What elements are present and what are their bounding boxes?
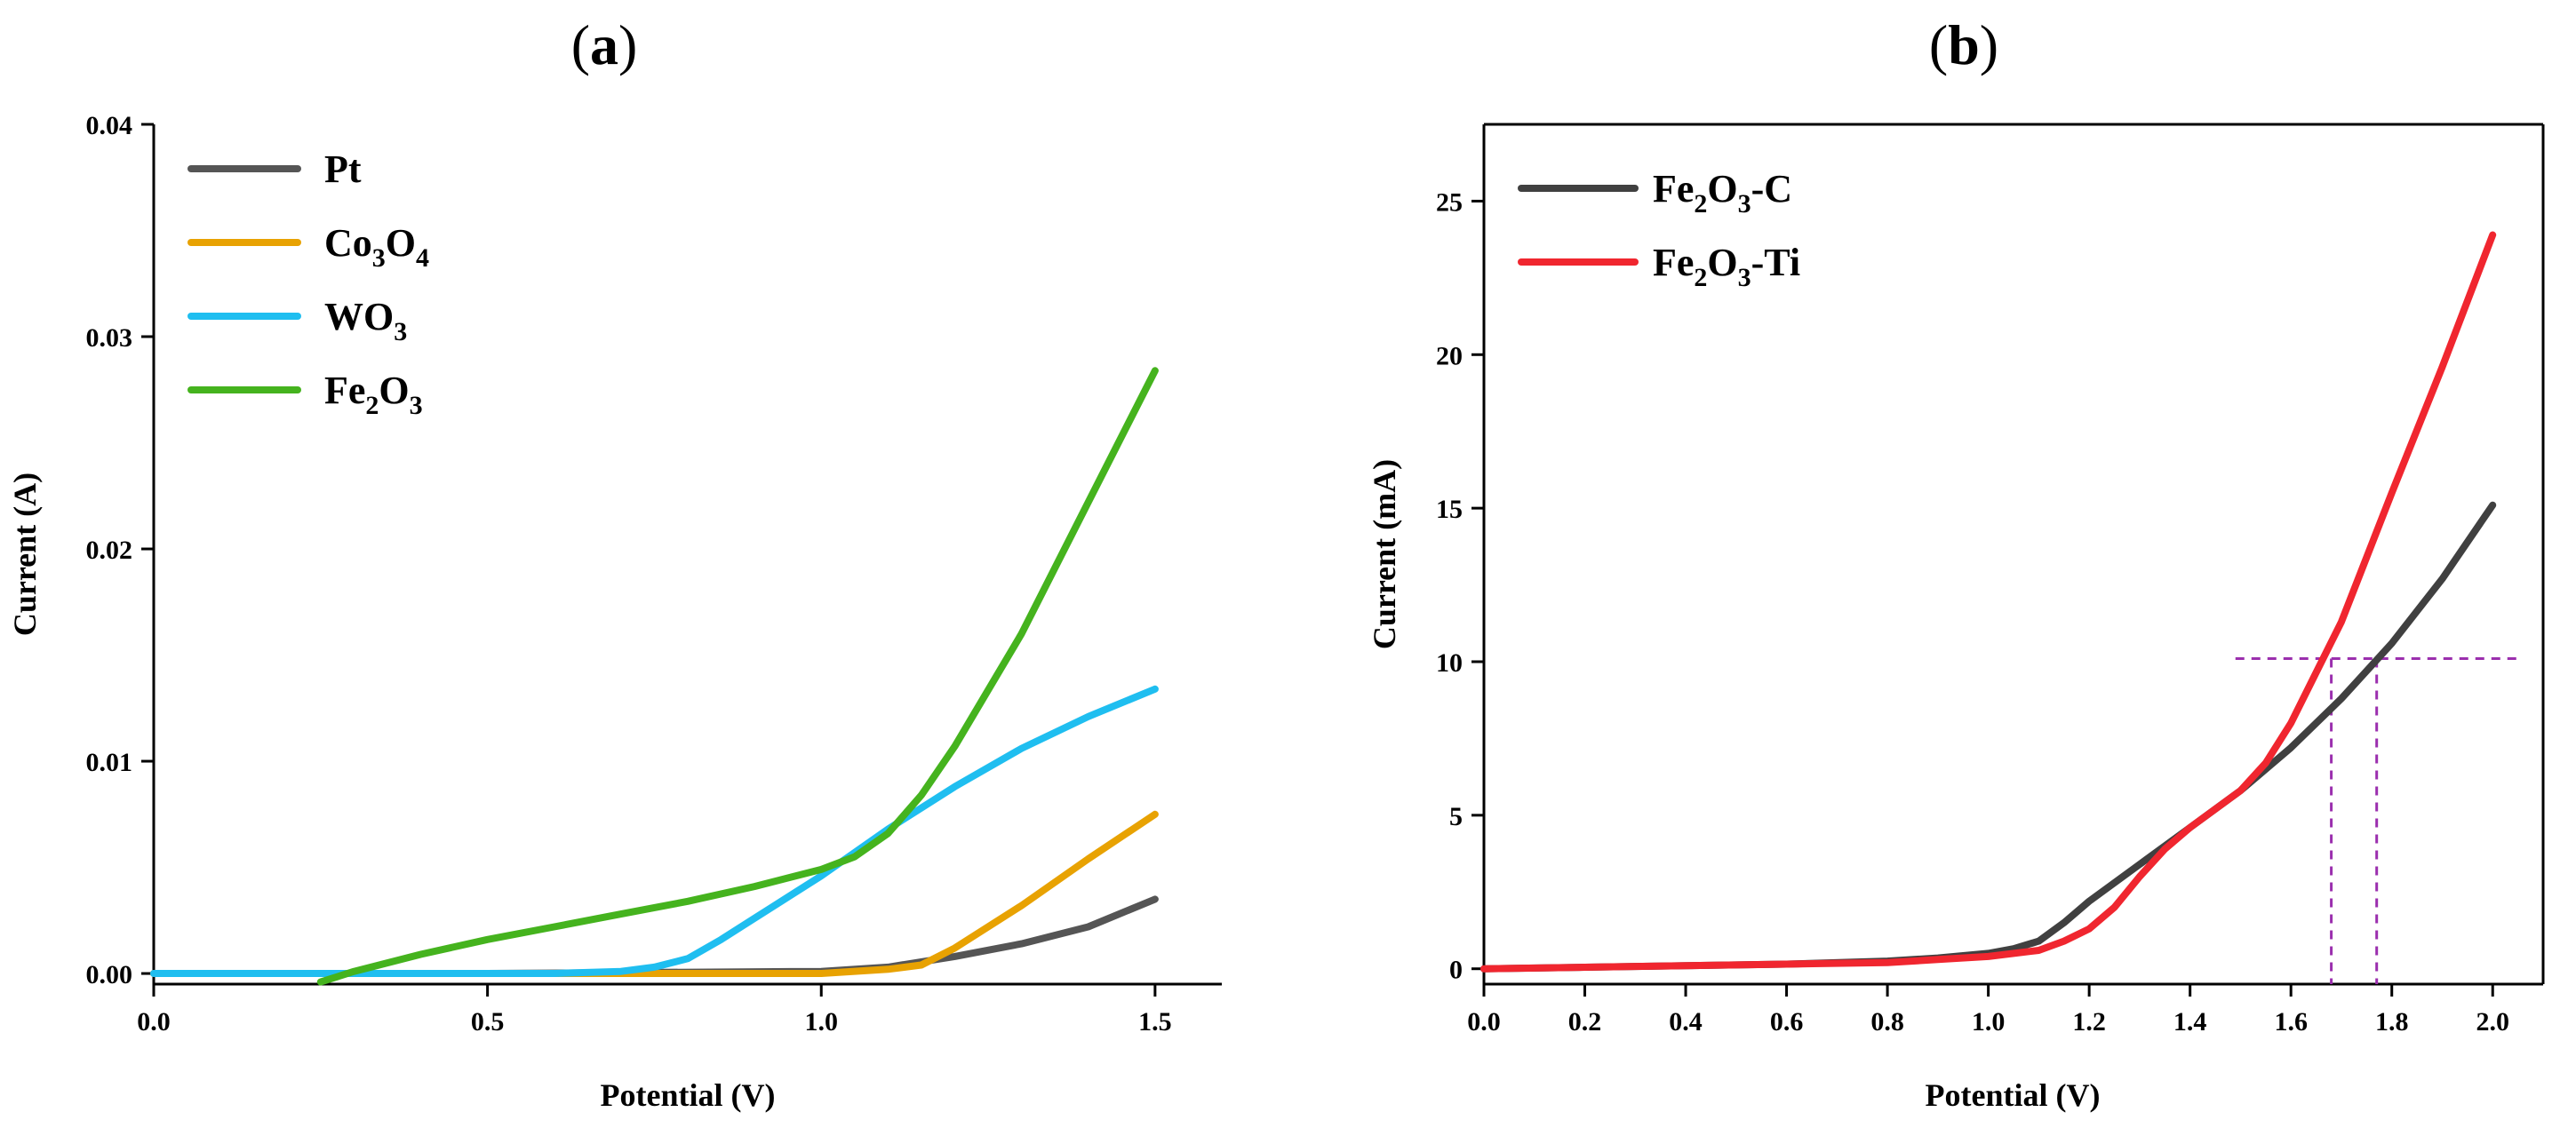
panel-b-legend-label-main: Fe xyxy=(1653,167,1694,211)
panel-b-panel-label-open: ( xyxy=(1929,13,1948,76)
panel-b-legend-label-subscript: 2 xyxy=(1694,189,1707,218)
panel-a-y-tick-label: 0.01 xyxy=(86,748,133,777)
panel-b-x-tick-label: 2.0 xyxy=(2476,1007,2509,1037)
panel-a-legend-label-main: Pt xyxy=(324,147,362,191)
panel-a-series-line-co3o4 xyxy=(150,810,1159,977)
panel-b-x-tick-label: 0.6 xyxy=(1770,1007,1804,1037)
panel-a-legend-label-fe2o3: Fe2O3 xyxy=(324,369,423,420)
panel-a-x-tick-label: 1.0 xyxy=(805,1007,839,1037)
panel-b-y-tick-label: 20 xyxy=(1436,341,1463,370)
panel-a-legend-label-co3o4: Co3O4 xyxy=(324,221,429,273)
panel-a-panel-label-open: ( xyxy=(571,13,590,76)
panel-b-y-tick-label: 0 xyxy=(1449,956,1463,985)
panel-b-legend-label-subscript: 2 xyxy=(1694,263,1707,292)
panel-a-panel-label-close: ) xyxy=(618,13,637,76)
panel-b-legend-label-text: O xyxy=(1707,241,1737,284)
panel-a-legend-label-subscript: 3 xyxy=(394,317,407,346)
panel-a-y-tick-label: 0.00 xyxy=(86,960,133,989)
panel-a-legend-label-main: WO xyxy=(324,295,394,338)
panel-a-legend-label-wo3: WO3 xyxy=(324,295,407,346)
panel-b-panel-label-letter: b xyxy=(1948,13,1980,76)
panel-a-legend-label-subscript: 4 xyxy=(416,243,429,273)
panel-a-panel-label: (a) xyxy=(571,13,638,76)
panel-a-x-axis-title: Potential (V) xyxy=(601,1077,776,1113)
panel-b-y-tick-label: 25 xyxy=(1436,187,1463,217)
panel-a-legend-label-subscript: 2 xyxy=(365,391,379,420)
panel-b-legend-label-fe2o3-ti: Fe2O3-Ti xyxy=(1653,241,1800,292)
panel-a-y-tick-label: 0.04 xyxy=(86,111,133,140)
panel-b-legend-label-text: -Ti xyxy=(1751,241,1800,284)
panel-a-y-tick-label: 0.03 xyxy=(86,323,133,353)
panel-a-panel-label-letter: a xyxy=(590,13,618,76)
panel-a-legend-label-pt: Pt xyxy=(324,147,362,191)
panel-a-legend-label-main: Co xyxy=(324,221,372,265)
panel-a-legend-label-subscript: 3 xyxy=(410,391,423,420)
panel-b-x-tick-label: 1.6 xyxy=(2274,1007,2308,1037)
panel-b-panel-label-close: ) xyxy=(1980,13,1998,76)
panel-a-x-tick-label: 0.0 xyxy=(137,1007,171,1037)
panel-a-legend-label-text: O xyxy=(386,221,416,265)
panel-a-x-tick-label: 1.5 xyxy=(1138,1007,1172,1037)
panel-a-legend-label-subscript: 3 xyxy=(372,243,386,273)
panel-b-legend-label-fe2o3-c: Fe2O3-C xyxy=(1653,167,1792,218)
panel-b-x-tick-label: 0.8 xyxy=(1870,1007,1904,1037)
panel-b-y-tick-label: 10 xyxy=(1436,648,1463,678)
panel-a-chart: (a) 0.0 0.5 1.0 1.5 0.00 0.01 0.02 0.03 0.04 Poten… xyxy=(7,13,1222,1113)
panel-a-series-line-wo3 xyxy=(150,685,1159,977)
panel-b-x-tick-label: 1.2 xyxy=(2072,1007,2106,1037)
panel-b-y-axis-title: Current (mA) xyxy=(1367,459,1402,649)
panel-b-x-tick-label: 1.4 xyxy=(2173,1007,2207,1037)
panel-b-x-axis-title: Potential (V) xyxy=(1926,1077,2101,1113)
panel-a-series-line-fe2o3 xyxy=(316,367,1159,986)
panel-b-series-line-fe2o3-ti xyxy=(1480,231,2497,973)
panel-b-y-tick-label: 15 xyxy=(1436,495,1463,524)
panel-b-legend-label-text: O xyxy=(1707,167,1737,211)
panel-b-panel-label: (b) xyxy=(1929,13,1998,76)
panel-b-legend-label-subscript: 3 xyxy=(1738,263,1751,292)
panel-b-series-line-fe2o3-c xyxy=(1480,501,2497,973)
panel-b-x-tick-label: 0.0 xyxy=(1467,1007,1501,1037)
panel-b-legend-label-subscript: 3 xyxy=(1738,189,1751,218)
panel-a-y-axis-title: Current (A) xyxy=(7,473,43,636)
panel-b-y-tick-label: 5 xyxy=(1449,802,1463,831)
panel-b-x-tick-label: 1.0 xyxy=(1972,1007,2006,1037)
panel-a-legend-label-text: O xyxy=(379,369,409,412)
panel-b-chart: (b) 0.0 0.2 0.4 0.6 0.8 1.0 1.2 1.4 1.6 1.8 2.0 0 5 10… xyxy=(1367,13,2545,1113)
panel-a-x-tick-label: 0.5 xyxy=(471,1007,505,1037)
panel-b-x-tick-label: 0.2 xyxy=(1568,1007,1602,1037)
panel-a-legend-label-main: Fe xyxy=(324,369,365,412)
panel-a-y-tick-label: 0.02 xyxy=(86,536,133,565)
panel-b-legend-label-text: -C xyxy=(1751,167,1792,211)
panel-b-legend-label-main: Fe xyxy=(1653,241,1694,284)
panel-b-x-tick-label: 1.8 xyxy=(2375,1007,2409,1037)
panel-b-x-tick-label: 0.4 xyxy=(1669,1007,1703,1037)
